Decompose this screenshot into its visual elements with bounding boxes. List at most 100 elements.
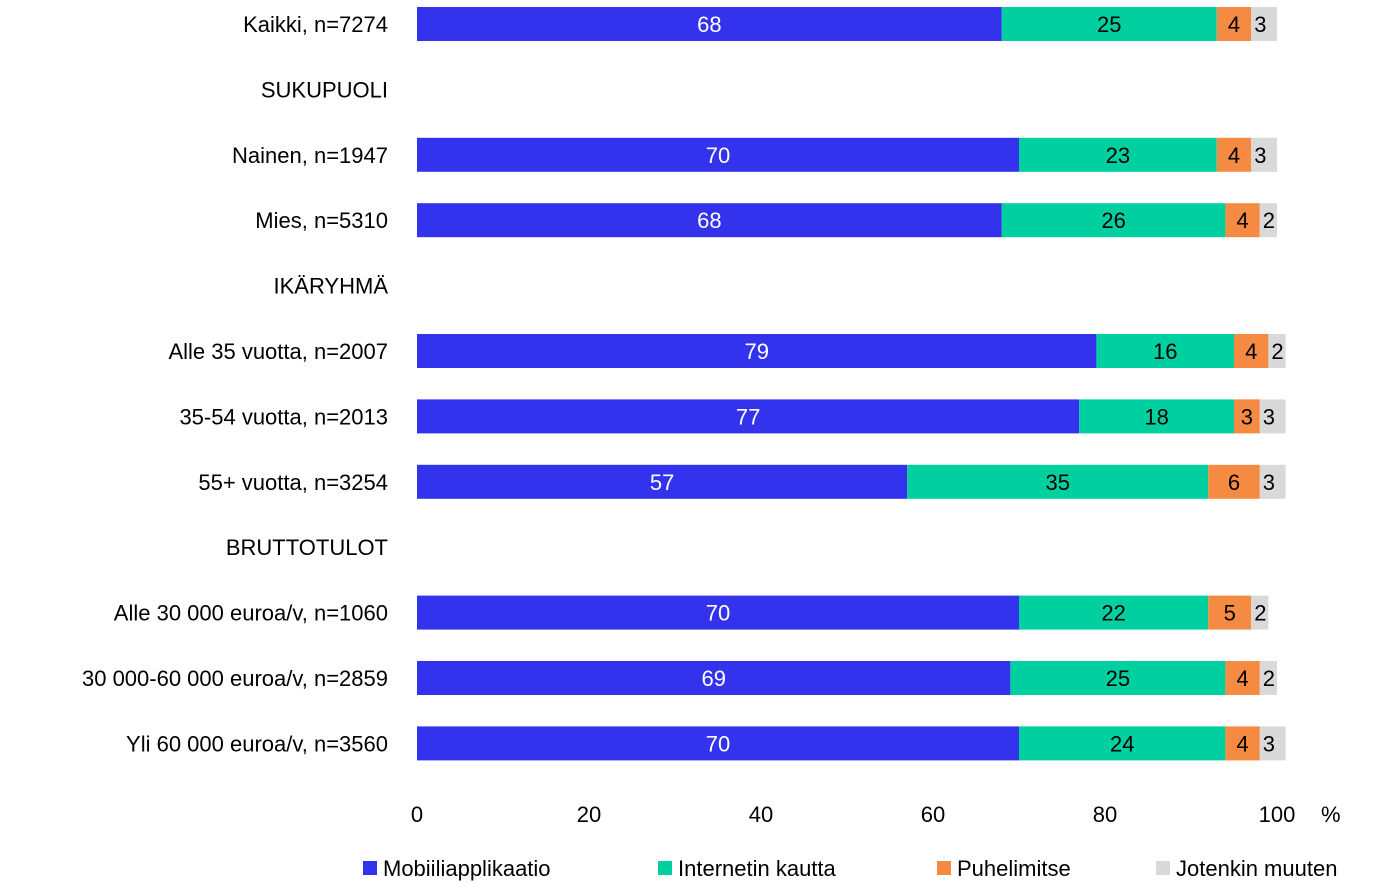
- x-tick-label: 100: [1259, 802, 1296, 827]
- group-header-sukupuoli: SUKUPUOLI: [261, 77, 388, 102]
- category-label-30-000-60-000-euroa-v-n-2859: 30 000-60 000 euroa/v, n=2859: [82, 666, 388, 691]
- bar-segment-internetin-kautta: [1001, 7, 1217, 41]
- category-label-nainen-n-1947: Nainen, n=1947: [232, 143, 388, 168]
- data-label-internetin-kautta: 16: [1153, 339, 1177, 364]
- legend-swatch-mobiiliapplikaatio: [363, 861, 377, 875]
- bar-segment-mobiiliapplikaatio: [417, 137, 1019, 172]
- bar-segment-puhelimitse: [1216, 137, 1252, 172]
- bar-segment-puhelimitse: [1234, 334, 1269, 368]
- bar-segment-mobiiliapplikaatio: [417, 464, 908, 499]
- bar-segment-mobiiliapplikaatio: [417, 595, 1019, 630]
- legend-swatch-jotenkin-muuten: [1156, 861, 1170, 875]
- legend-label-internetin-kautta: Internetin kautta: [678, 856, 837, 881]
- data-label-puhelimitse: 4: [1228, 143, 1240, 168]
- data-label-jotenkin-muuten: 3: [1254, 12, 1266, 37]
- bar-segment-jotenkin-muuten: [1251, 137, 1277, 172]
- bar-segment-puhelimitse: [1208, 464, 1260, 499]
- bar-segment-jotenkin-muuten: [1259, 203, 1277, 238]
- category-label-alle-30-000-euroa-v-n-1060: Alle 30 000 euroa/v, n=1060: [114, 601, 388, 626]
- legend-label-mobiiliapplikaatio: Mobiiliapplikaatio: [383, 856, 551, 881]
- data-label-puhelimitse: 3: [1241, 404, 1253, 429]
- data-label-jotenkin-muuten: 2: [1263, 208, 1275, 233]
- bar-segment-mobiiliapplikaatio: [417, 7, 1002, 41]
- legend-label-jotenkin-muuten: Jotenkin muuten: [1176, 856, 1337, 881]
- data-label-jotenkin-muuten: 2: [1263, 666, 1275, 691]
- bar-segment-internetin-kautta: [1001, 203, 1226, 238]
- bar-segment-internetin-kautta: [1019, 726, 1226, 761]
- x-tick-label: 20: [577, 802, 601, 827]
- data-label-puhelimitse: 4: [1245, 339, 1257, 364]
- data-label-puhelimitse: 4: [1236, 208, 1248, 233]
- category-label-55-vuotta-n-3254: 55+ vuotta, n=3254: [198, 470, 388, 495]
- group-header-ikaryhma: IKÄRYHMÄ: [273, 274, 388, 299]
- data-label-mobiiliapplikaatio: 79: [744, 339, 768, 364]
- bar-segment-internetin-kautta: [1019, 137, 1217, 172]
- data-label-internetin-kautta: 35: [1045, 470, 1069, 495]
- bar-segment-jotenkin-muuten: [1268, 334, 1286, 368]
- bar-segment-jotenkin-muuten: [1251, 595, 1269, 630]
- data-label-internetin-kautta: 23: [1106, 143, 1130, 168]
- bar-segment-jotenkin-muuten: [1259, 661, 1277, 695]
- x-tick-label: 0: [411, 802, 423, 827]
- legend-swatch-internetin-kautta: [658, 861, 672, 875]
- bar-segment-puhelimitse: [1225, 661, 1260, 695]
- bar-segment-internetin-kautta: [907, 464, 1209, 499]
- data-label-mobiiliapplikaatio: 68: [697, 12, 721, 37]
- data-label-mobiiliapplikaatio: 57: [650, 470, 674, 495]
- data-label-mobiiliapplikaatio: 69: [701, 666, 725, 691]
- bar-segment-internetin-kautta: [1096, 334, 1234, 368]
- data-label-internetin-kautta: 22: [1101, 601, 1125, 626]
- data-label-puhelimitse: 4: [1236, 666, 1248, 691]
- x-tick-label: 80: [1093, 802, 1117, 827]
- data-label-internetin-kautta: 26: [1101, 208, 1125, 233]
- data-label-jotenkin-muuten: 2: [1254, 601, 1266, 626]
- category-label-35-54-vuotta-n-2013: 35-54 vuotta, n=2013: [179, 404, 388, 429]
- data-label-internetin-kautta: 18: [1144, 404, 1168, 429]
- data-label-puhelimitse: 4: [1236, 731, 1248, 756]
- bar-segment-mobiiliapplikaatio: [417, 661, 1011, 695]
- data-label-puhelimitse: 5: [1224, 601, 1236, 626]
- data-label-mobiiliapplikaatio: 70: [706, 143, 730, 168]
- category-label-kaikki-n-7274: Kaikki, n=7274: [243, 12, 388, 37]
- bar-segment-mobiiliapplikaatio: [417, 203, 1002, 238]
- data-label-puhelimitse: 4: [1228, 12, 1240, 37]
- group-header-bruttotulot: BRUTTOTULOT: [226, 535, 388, 560]
- data-label-internetin-kautta: 25: [1097, 12, 1121, 37]
- data-label-internetin-kautta: 25: [1106, 666, 1130, 691]
- bar-segment-puhelimitse: [1208, 595, 1252, 630]
- bar-segment-mobiiliapplikaatio: [417, 726, 1019, 761]
- bar-segment-mobiiliapplikaatio: [417, 334, 1097, 368]
- category-label-alle-35-vuotta-n-2007: Alle 35 vuotta, n=2007: [168, 339, 388, 364]
- data-label-jotenkin-muuten: 3: [1263, 731, 1275, 756]
- data-label-jotenkin-muuten: 2: [1271, 339, 1283, 364]
- data-label-jotenkin-muuten: 3: [1254, 143, 1266, 168]
- bar-segment-jotenkin-muuten: [1259, 464, 1286, 499]
- data-label-puhelimitse: 6: [1228, 470, 1240, 495]
- bar-segment-jotenkin-muuten: [1259, 726, 1286, 761]
- legend-label-puhelimitse: Puhelimitse: [957, 856, 1071, 881]
- bar-segment-puhelimitse: [1234, 399, 1260, 434]
- data-label-mobiiliapplikaatio: 70: [706, 601, 730, 626]
- bar-segment-jotenkin-muuten: [1251, 7, 1277, 41]
- data-label-mobiiliapplikaatio: 68: [697, 208, 721, 233]
- data-label-mobiiliapplikaatio: 70: [706, 731, 730, 756]
- bar-segment-puhelimitse: [1225, 203, 1260, 238]
- data-label-mobiiliapplikaatio: 77: [736, 404, 760, 429]
- bar-segment-internetin-kautta: [1010, 661, 1226, 695]
- data-label-internetin-kautta: 24: [1110, 731, 1134, 756]
- bar-segment-puhelimitse: [1225, 726, 1260, 761]
- bar-segment-internetin-kautta: [1079, 399, 1234, 434]
- data-label-jotenkin-muuten: 3: [1263, 404, 1275, 429]
- data-label-jotenkin-muuten: 3: [1263, 470, 1275, 495]
- bar-segment-internetin-kautta: [1019, 595, 1209, 630]
- x-tick-label: 40: [749, 802, 773, 827]
- bar-segment-puhelimitse: [1216, 7, 1252, 41]
- bar-segment-mobiiliapplikaatio: [417, 399, 1080, 434]
- x-axis-unit: %: [1321, 802, 1341, 827]
- category-label-mies-n-5310: Mies, n=5310: [255, 208, 388, 233]
- x-tick-label: 60: [921, 802, 945, 827]
- category-label-yli-60-000-euroa-v-n-3560: Yli 60 000 euroa/v, n=3560: [126, 731, 388, 756]
- legend-swatch-puhelimitse: [937, 861, 951, 875]
- bar-segment-jotenkin-muuten: [1259, 399, 1286, 434]
